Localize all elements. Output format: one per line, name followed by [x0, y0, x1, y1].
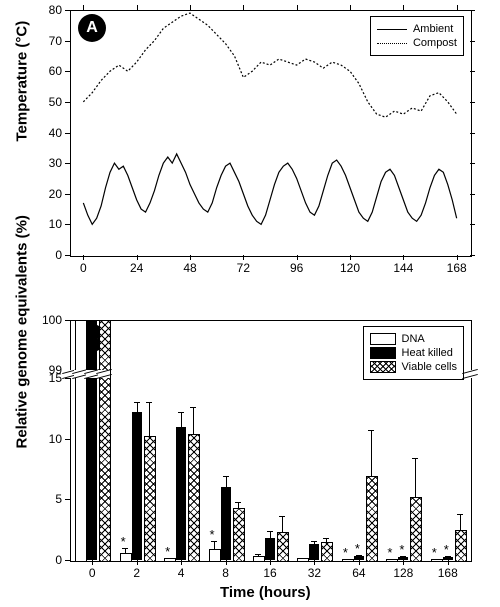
bar-dna — [253, 556, 265, 562]
bar-heat — [221, 487, 231, 560]
panel-b-xtick: 64 — [345, 566, 373, 580]
panel-a-ytick: 0 — [55, 248, 62, 262]
bar-heat — [443, 557, 453, 560]
bar-heat — [309, 544, 319, 560]
bar-dna — [209, 549, 221, 562]
bar-viable — [410, 497, 422, 562]
panel-b-xtick: 16 — [256, 566, 284, 580]
bar-viable — [321, 542, 333, 562]
significance-star: * — [432, 545, 437, 560]
bar-heat — [354, 556, 364, 560]
bar-heat — [176, 427, 186, 560]
bar-viable — [277, 532, 289, 562]
panel-a-xtick: 24 — [127, 261, 147, 275]
legend-item: Viable cells — [370, 361, 457, 373]
panel-a-ylabel: Temperature (°C) — [14, 121, 31, 141]
bar-viable — [144, 436, 156, 562]
bar-dna — [120, 553, 132, 562]
series-compost — [83, 13, 456, 117]
x-axis-label: Time (hours) — [220, 584, 311, 601]
bar-viable — [455, 530, 467, 562]
bar-heat — [265, 538, 275, 560]
panel-b-legend: DNA Heat killed Viable cells — [363, 326, 464, 380]
bar-heat — [398, 557, 408, 560]
significance-star: * — [399, 542, 404, 557]
panel-a-ytick: 60 — [49, 64, 62, 78]
panel-b-xtick: 8 — [212, 566, 240, 580]
panel-a-xtick: 72 — [233, 261, 253, 275]
bar-heat — [132, 412, 142, 560]
panel-b-ylabel: Relative genome equivalents (%) — [14, 429, 31, 449]
bar-viable — [99, 320, 111, 562]
panel-b-ytick: 0 — [55, 553, 62, 567]
axis-break — [464, 370, 476, 378]
panel-b-ytick: 10 — [49, 432, 62, 446]
series-ambient — [83, 154, 456, 224]
panel-a-ytick: 20 — [49, 187, 62, 201]
panel-b-xtick: 128 — [389, 566, 417, 580]
bar-dna — [75, 320, 87, 562]
panel-a-ytick: 10 — [49, 217, 62, 231]
legend-item: DNA — [370, 333, 457, 345]
panel-a-ytick: 70 — [49, 34, 62, 48]
panel-b-ytick: 5 — [55, 492, 62, 506]
significance-star: * — [444, 542, 449, 557]
bar-heat — [87, 320, 97, 560]
panel-a-xtick: 0 — [73, 261, 93, 275]
bar-viable — [233, 508, 245, 562]
significance-star: * — [165, 544, 170, 559]
panel-b-xtick: 32 — [300, 566, 328, 580]
bar-viable — [188, 434, 200, 562]
significance-star: * — [210, 527, 215, 542]
significance-star: * — [387, 545, 392, 560]
panel-a-xtick: 96 — [287, 261, 307, 275]
panel-b-xtick: 4 — [167, 566, 195, 580]
panel-b-xtick: 168 — [434, 566, 462, 580]
panel-b-ytick: 100 — [42, 313, 62, 327]
panel-a-ytick: 80 — [49, 3, 62, 17]
significance-star: * — [121, 534, 126, 549]
bar-viable — [366, 476, 378, 562]
significance-star: * — [343, 545, 348, 560]
panel-a-ytick: 30 — [49, 156, 62, 170]
panel-b-xtick: 2 — [123, 566, 151, 580]
panel-a-xtick: 168 — [447, 261, 467, 275]
panel-a-xtick: 144 — [393, 261, 413, 275]
significance-star: * — [355, 541, 360, 556]
legend-item: Heat killed — [370, 347, 457, 359]
panel-a-xtick: 120 — [340, 261, 360, 275]
panel-a-ytick: 40 — [49, 126, 62, 140]
panel-a-xtick: 48 — [180, 261, 200, 275]
panel-b-ytick: 15 — [49, 371, 62, 385]
figure: A Temperature (°C) AmbientCompost B Rela… — [0, 0, 500, 607]
panel-a-ytick: 50 — [49, 95, 62, 109]
panel-b-xtick: 0 — [78, 566, 106, 580]
bar-dna — [297, 558, 309, 562]
